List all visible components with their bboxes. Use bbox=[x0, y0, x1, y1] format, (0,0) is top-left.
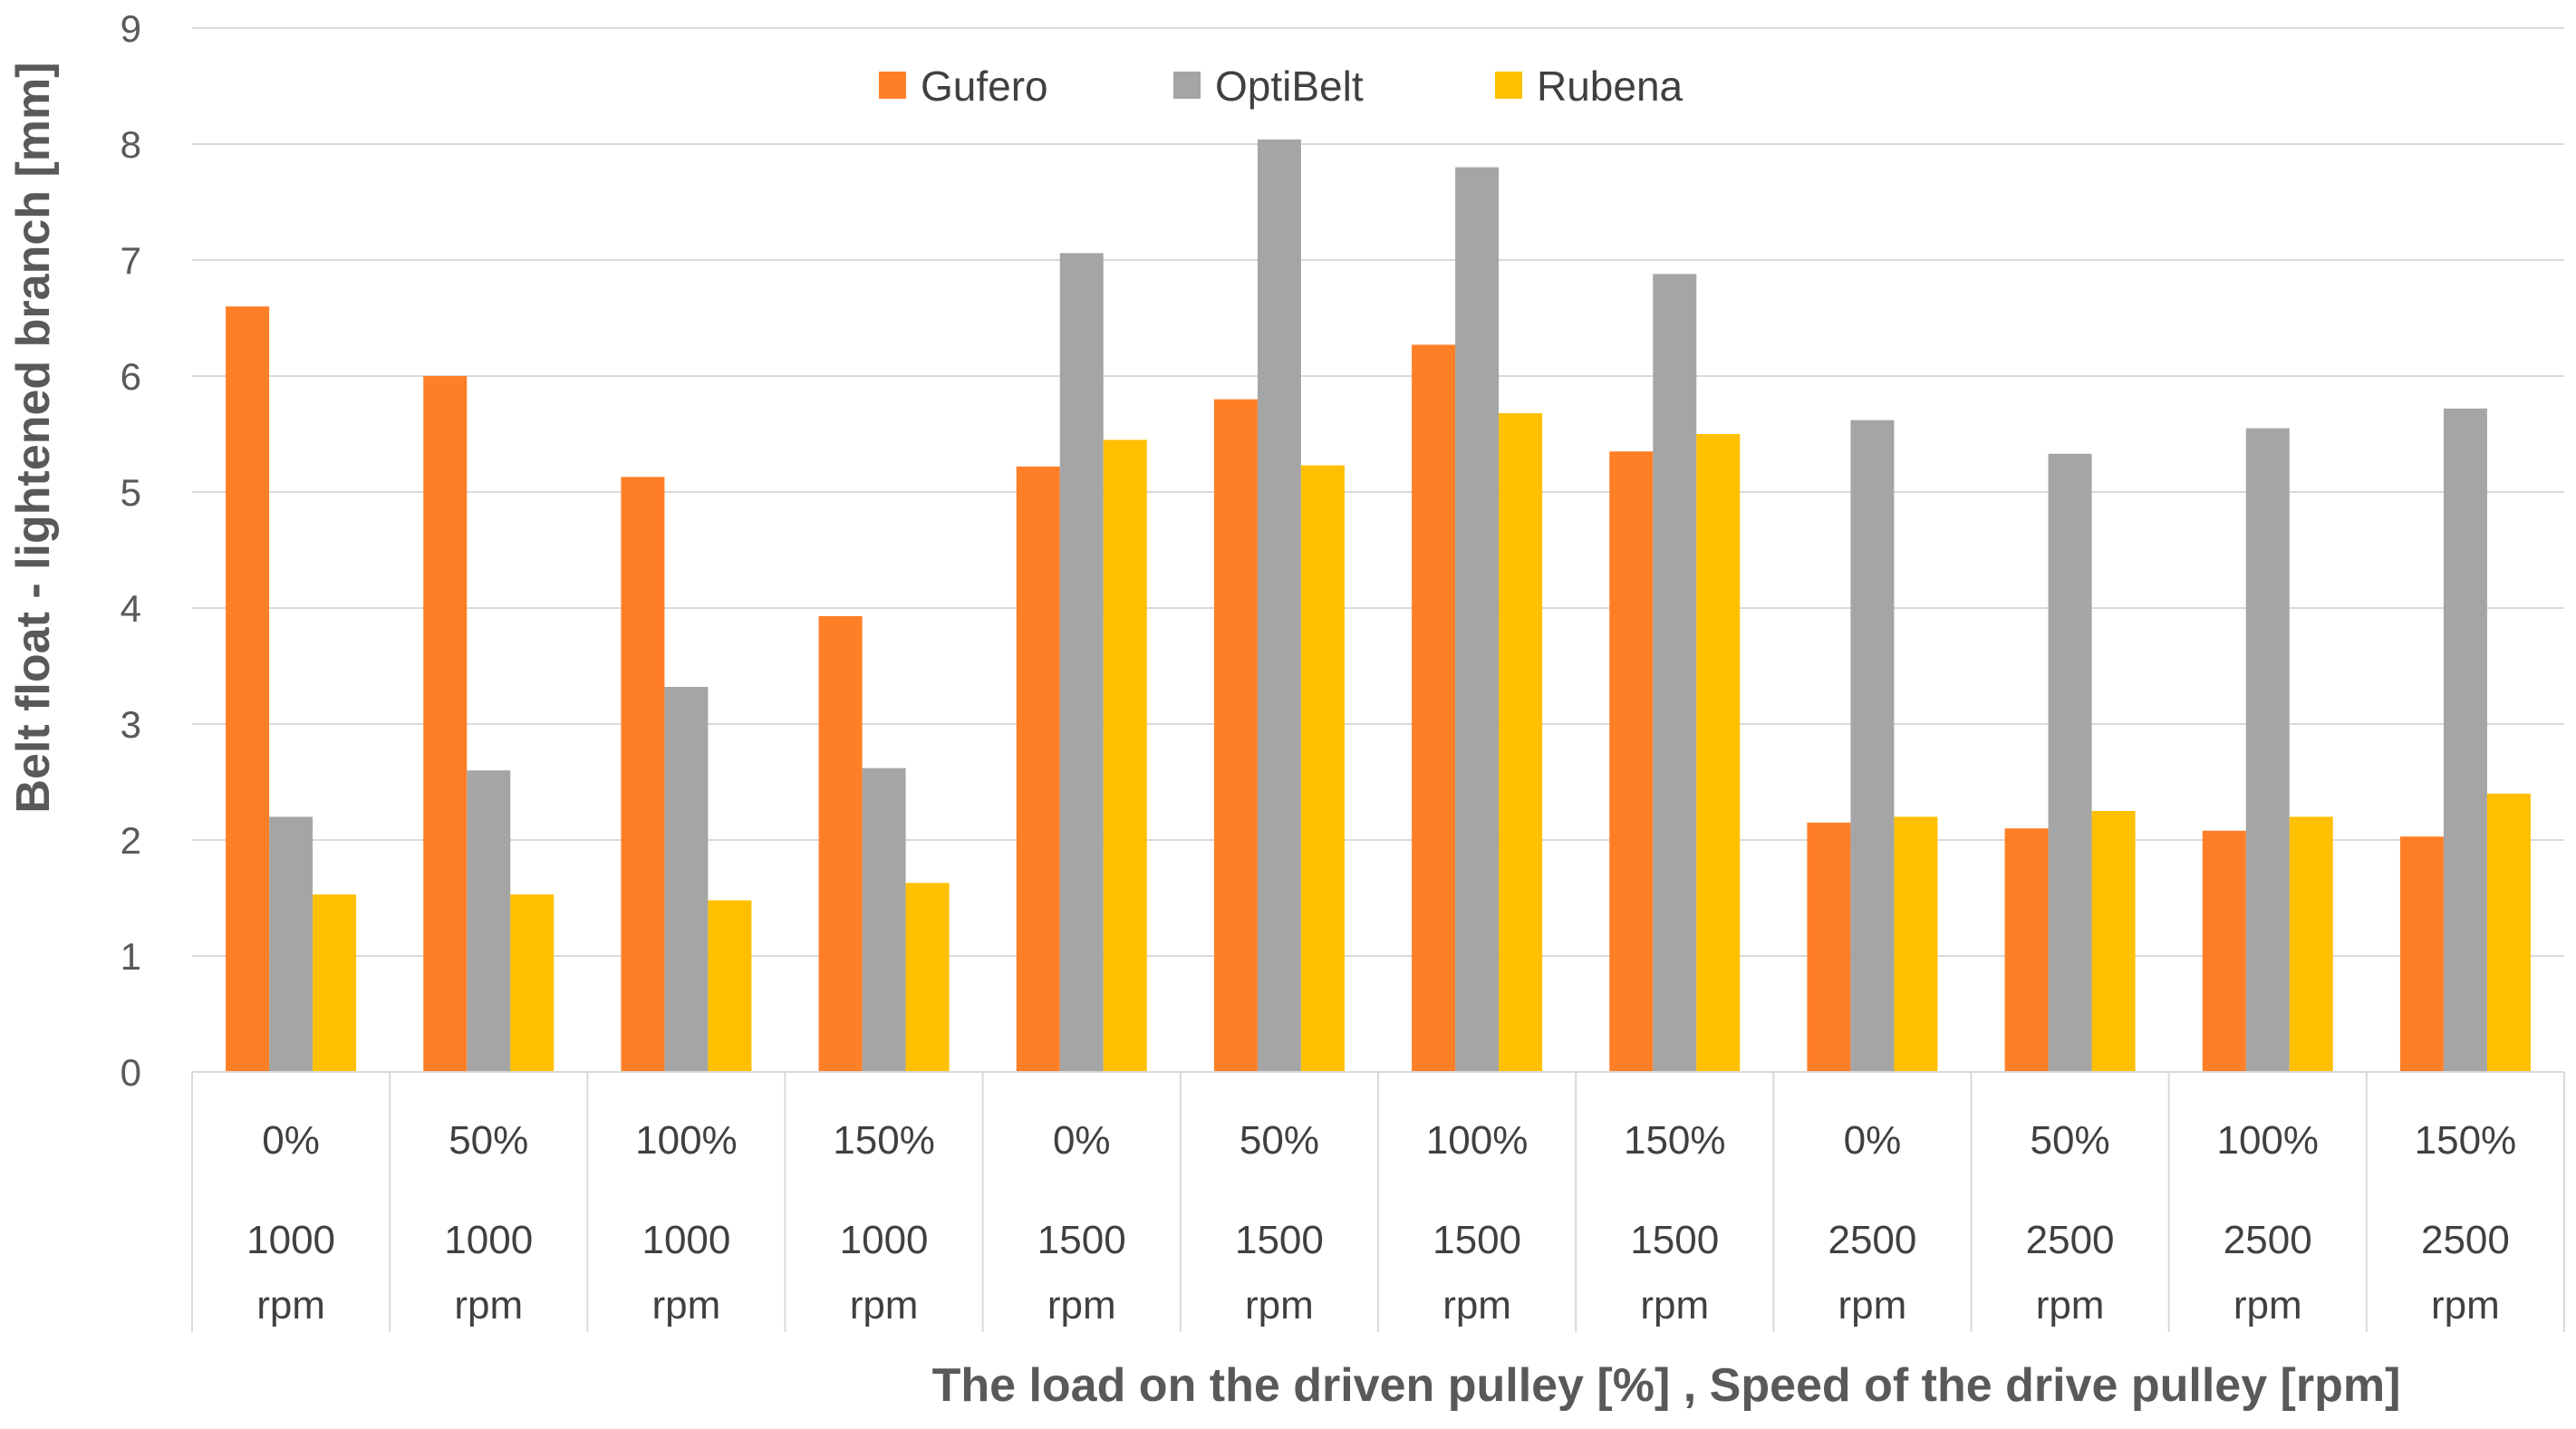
category-speed-label: 2500 bbox=[2026, 1218, 2115, 1262]
category-load-label: 150% bbox=[1624, 1118, 1726, 1163]
category-load-label: 50% bbox=[449, 1118, 528, 1163]
category-speed-label: 1500 bbox=[1630, 1218, 1719, 1262]
bar-rubena bbox=[313, 894, 357, 1072]
legend-swatch bbox=[1495, 72, 1522, 99]
bars bbox=[226, 139, 2531, 1073]
y-tick-label: 1 bbox=[121, 935, 141, 978]
category-load-label: 50% bbox=[2031, 1118, 2110, 1163]
category-load-label: 100% bbox=[635, 1118, 738, 1163]
bar-rubena bbox=[1696, 434, 1741, 1072]
bar-rubena bbox=[2486, 793, 2531, 1072]
category-speed-label: 1000 bbox=[642, 1218, 730, 1262]
category-unit-label: rpm bbox=[1838, 1283, 1907, 1328]
category-unit-label: rpm bbox=[2036, 1283, 2105, 1328]
bar-optibelt bbox=[1653, 274, 1697, 1072]
bar-rubena bbox=[1499, 412, 1543, 1073]
category-speed-label: 2500 bbox=[2421, 1218, 2510, 1262]
bar-optibelt bbox=[1059, 253, 1104, 1072]
gridlines bbox=[192, 27, 2564, 1073]
category-unit-label: rpm bbox=[256, 1283, 325, 1328]
bar-optibelt bbox=[1455, 167, 1500, 1073]
bar-gufero bbox=[1807, 822, 1851, 1072]
category-load-label: 100% bbox=[2216, 1118, 2319, 1163]
legend: Gufero OptiBelt Rubena bbox=[879, 63, 1684, 110]
legend-swatch bbox=[879, 72, 906, 99]
bar-optibelt bbox=[1850, 420, 1895, 1072]
legend-label: Gufero bbox=[921, 63, 1048, 110]
legend-label: OptiBelt bbox=[1215, 63, 1364, 110]
category-speed-label: 2500 bbox=[2224, 1218, 2312, 1262]
category-unit-label: rpm bbox=[1047, 1283, 1116, 1328]
category-unit-label: rpm bbox=[850, 1283, 919, 1328]
bar-gufero bbox=[226, 306, 270, 1072]
bar-rubena bbox=[2091, 811, 2136, 1072]
bar-rubena bbox=[708, 900, 752, 1072]
category-load-label: 0% bbox=[1053, 1118, 1111, 1163]
bar-rubena bbox=[905, 883, 950, 1072]
category-unit-label: rpm bbox=[2431, 1283, 2500, 1328]
bar-rubena bbox=[1300, 465, 1345, 1072]
y-tick-label: 5 bbox=[121, 471, 141, 514]
y-tick-label: 7 bbox=[121, 239, 141, 282]
bar-gufero bbox=[2202, 830, 2246, 1072]
bar-gufero bbox=[1412, 344, 1456, 1072]
category-speed-label: 2500 bbox=[1828, 1218, 1916, 1262]
bar-optibelt bbox=[664, 687, 709, 1072]
bar-gufero bbox=[2399, 836, 2444, 1072]
bar-optibelt bbox=[467, 770, 511, 1072]
category-speed-label: 1500 bbox=[1037, 1218, 1126, 1262]
bar-gufero bbox=[1213, 399, 1258, 1073]
bar-gufero bbox=[1016, 466, 1060, 1072]
category-load-label: 50% bbox=[1240, 1118, 1319, 1163]
y-tick-label: 6 bbox=[121, 355, 141, 398]
bar-optibelt bbox=[862, 768, 906, 1072]
category-unit-label: rpm bbox=[2233, 1283, 2302, 1328]
bar-gufero bbox=[1609, 451, 1654, 1072]
bar-rubena bbox=[510, 894, 555, 1072]
y-axis-title: Belt float - lightened branch [mm] bbox=[7, 62, 60, 813]
y-tick-label: 3 bbox=[121, 703, 141, 746]
category-load-label: 150% bbox=[833, 1118, 935, 1163]
y-tick-label: 4 bbox=[121, 587, 141, 630]
legend-item-rubena: Rubena bbox=[1495, 63, 1684, 110]
legend-label: Rubena bbox=[1537, 63, 1684, 110]
bar-rubena bbox=[2289, 816, 2333, 1072]
category-load-label: 150% bbox=[2415, 1118, 2517, 1163]
category-unit-label: rpm bbox=[1442, 1283, 1511, 1328]
bar-optibelt bbox=[1257, 139, 1301, 1072]
bar-optibelt bbox=[2048, 453, 2092, 1072]
category-unit-label: rpm bbox=[1640, 1283, 1709, 1328]
bar-optibelt bbox=[2245, 428, 2290, 1073]
bar-rubena bbox=[1103, 439, 1147, 1072]
x-axis-title: The load on the driven pulley [%] , Spee… bbox=[932, 1359, 2401, 1412]
bar-gufero bbox=[423, 376, 468, 1072]
x-axis-categories: 0% 1000 rpm 50% 1000 rpm 100% 1000 rpm 150% 1000 rp… bbox=[191, 1071, 2565, 1332]
category-speed-label: 1500 bbox=[1235, 1218, 1324, 1262]
bar-gufero bbox=[818, 615, 863, 1072]
bar-gufero bbox=[621, 477, 665, 1072]
category-load-label: 0% bbox=[1844, 1118, 1902, 1163]
category-unit-label: rpm bbox=[1245, 1283, 1314, 1328]
y-tick-label: 8 bbox=[121, 123, 141, 166]
category-speed-label: 1000 bbox=[840, 1218, 929, 1262]
y-axis-ticks: 0 1 2 3 4 5 6 7 8 9 bbox=[121, 7, 141, 1094]
legend-item-gufero: Gufero bbox=[879, 63, 1048, 110]
y-tick-label: 2 bbox=[121, 819, 141, 862]
category-unit-label: rpm bbox=[652, 1283, 721, 1328]
category-speed-label: 1500 bbox=[1433, 1218, 1521, 1262]
category-speed-label: 1000 bbox=[246, 1218, 335, 1262]
category-speed-label: 1000 bbox=[444, 1218, 533, 1262]
bar-optibelt bbox=[2443, 408, 2487, 1073]
bar-rubena bbox=[1894, 816, 1938, 1072]
category-load-label: 0% bbox=[262, 1118, 320, 1163]
bar-optibelt bbox=[269, 816, 314, 1072]
legend-item-optibelt: OptiBelt bbox=[1173, 63, 1364, 110]
category-unit-label: rpm bbox=[454, 1283, 523, 1328]
bar-gufero bbox=[2004, 828, 2049, 1072]
legend-swatch bbox=[1173, 72, 1201, 99]
y-tick-label: 0 bbox=[121, 1051, 141, 1094]
y-tick-label: 9 bbox=[121, 7, 141, 50]
category-load-label: 100% bbox=[1426, 1118, 1529, 1163]
